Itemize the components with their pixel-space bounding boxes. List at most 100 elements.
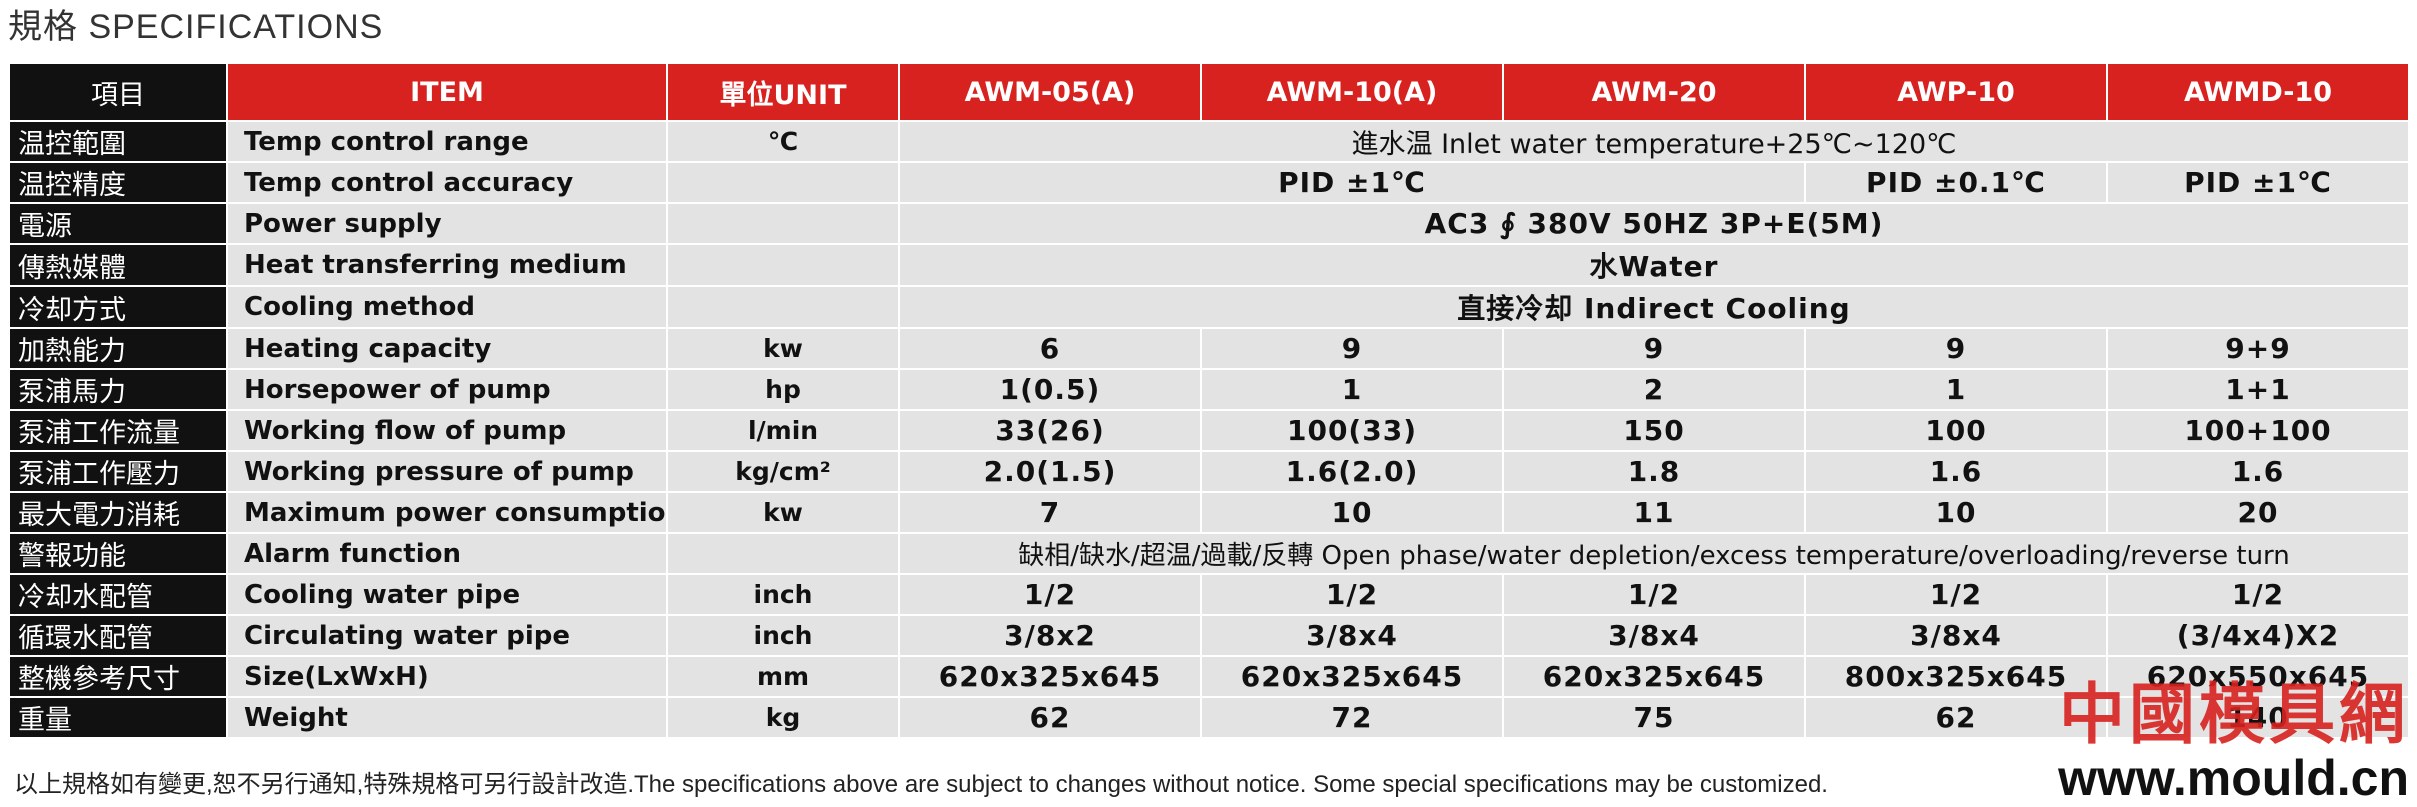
row-unit: kw bbox=[666, 327, 900, 370]
row-value: 20 bbox=[2106, 491, 2410, 534]
row-value: 1/2 bbox=[898, 573, 1202, 616]
row-value: 2.0(1.5) bbox=[898, 450, 1202, 493]
row-value: 1 bbox=[1804, 368, 2108, 411]
row-label-cn: 泵浦工作壓力 bbox=[8, 450, 228, 493]
row-label-en: Horsepower of pump bbox=[226, 368, 668, 411]
row-label-en: Temp control range bbox=[226, 120, 668, 163]
row-value: 100+100 bbox=[2106, 409, 2410, 452]
header-item-cn: 項目 bbox=[8, 62, 228, 122]
row-value: 72 bbox=[1200, 696, 1504, 739]
row-unit bbox=[666, 285, 900, 329]
row-label-en: Alarm function bbox=[226, 532, 668, 575]
row-value: 進水温 Inlet water temperature+25℃~120℃ bbox=[898, 120, 2410, 163]
header-model: AWM-05(A) bbox=[898, 62, 1202, 122]
row-value: 1/2 bbox=[2106, 573, 2410, 616]
row-value: 7 bbox=[898, 491, 1202, 534]
row-value: 10 bbox=[1200, 491, 1504, 534]
table-row: 電源 Power supply AC3 ∮ 380V 50HZ 3P+E(5M) bbox=[8, 202, 2410, 245]
page-title: 規格 SPECIFICATIONS bbox=[8, 8, 384, 46]
row-value: 9 bbox=[1804, 327, 2108, 370]
row-value: 11 bbox=[1502, 491, 1806, 534]
header-model: AWM-20 bbox=[1502, 62, 1806, 122]
row-value: 6 bbox=[898, 327, 1202, 370]
row-label-cn: 加熱能力 bbox=[8, 327, 228, 370]
row-value: PID ±0.1℃ bbox=[1804, 161, 2108, 204]
table-row: 冷却水配管 Cooling water pipe inch 1/2 1/2 1/… bbox=[8, 573, 2410, 616]
row-label-cn: 循環水配管 bbox=[8, 614, 228, 657]
header-item-en: ITEM bbox=[226, 62, 668, 122]
row-value: 3/8x4 bbox=[1804, 614, 2108, 657]
row-value: (3/4x4)X2 bbox=[2106, 614, 2410, 657]
row-label-cn: 泵浦工作流量 bbox=[8, 409, 228, 452]
row-unit: kg bbox=[666, 696, 900, 739]
row-label-en: Cooling water pipe bbox=[226, 573, 668, 616]
row-label-cn: 泵浦馬力 bbox=[8, 368, 228, 411]
row-value: 140 bbox=[2106, 696, 2410, 739]
row-value: 1.8 bbox=[1502, 450, 1806, 493]
row-value: 62 bbox=[898, 696, 1202, 739]
row-value: 10 bbox=[1804, 491, 2108, 534]
row-value: 33(26) bbox=[898, 409, 1202, 452]
row-label-cn: 傳熱媒體 bbox=[8, 243, 228, 287]
row-value: 75 bbox=[1502, 696, 1806, 739]
watermark: 中國模具網 www.mould.cn bbox=[1989, 676, 2409, 807]
row-value: 100 bbox=[1804, 409, 2108, 452]
row-value: 800x325x645 bbox=[1804, 655, 2108, 698]
header-row: 項目 ITEM 單位UNIT AWM-05(A) AWM-10(A) AWM-2… bbox=[8, 62, 2410, 122]
row-unit bbox=[666, 202, 900, 245]
row-label-en: Maximum power consumption bbox=[226, 491, 668, 534]
row-value: 3/8x4 bbox=[1200, 614, 1504, 657]
row-value: 1(0.5) bbox=[898, 368, 1202, 411]
row-value: 3/8x4 bbox=[1502, 614, 1806, 657]
row-value: PID ±1℃ bbox=[2106, 161, 2410, 204]
table-row: 泵浦馬力 Horsepower of pump hp 1(0.5) 1 2 1 … bbox=[8, 368, 2410, 411]
row-value: 1/2 bbox=[1804, 573, 2108, 616]
row-unit bbox=[666, 161, 900, 204]
row-value: 水Water bbox=[898, 243, 2410, 287]
row-value: 1.6 bbox=[1804, 450, 2108, 493]
header-model: AWP-10 bbox=[1804, 62, 2108, 122]
table-row: 重量 Weight kg 62 72 75 62 140 bbox=[8, 696, 2410, 739]
row-label-cn: 警報功能 bbox=[8, 532, 228, 575]
row-unit: kg/cm² bbox=[666, 450, 900, 493]
row-value: 100(33) bbox=[1200, 409, 1504, 452]
row-label-cn: 整機參考尺寸 bbox=[8, 655, 228, 698]
row-label-cn: 電源 bbox=[8, 202, 228, 245]
row-unit: inch bbox=[666, 573, 900, 616]
row-unit: ℃ bbox=[666, 120, 900, 163]
row-value: 缺相/缺水/超温/過載/反轉 Open phase/water depletio… bbox=[898, 532, 2410, 575]
row-value: 1/2 bbox=[1200, 573, 1504, 616]
table-row: 循環水配管 Circulating water pipe inch 3/8x2 … bbox=[8, 614, 2410, 657]
row-label-en: Working pressure of pump bbox=[226, 450, 668, 493]
row-value: 直接冷却 Indirect Cooling bbox=[898, 285, 2410, 329]
row-label-en: Heat transferring medium bbox=[226, 243, 668, 287]
table-row: 整機參考尺寸 Size(LxWxH) mm 620x325x645 620x32… bbox=[8, 655, 2410, 698]
row-value: 1 bbox=[1200, 368, 1504, 411]
header-unit: 單位UNIT bbox=[666, 62, 900, 122]
row-label-en: Power supply bbox=[226, 202, 668, 245]
row-label-en: Circulating water pipe bbox=[226, 614, 668, 657]
row-value: 620x325x645 bbox=[1200, 655, 1504, 698]
table-row: 最大電力消耗 Maximum power consumption kw 7 10… bbox=[8, 491, 2410, 534]
watermark-logo-text: 中國模具網 bbox=[2059, 676, 2409, 753]
row-value: 1.6 bbox=[2106, 450, 2410, 493]
row-value: 1.6(2.0) bbox=[1200, 450, 1504, 493]
row-unit: hp bbox=[666, 368, 900, 411]
row-label-cn: 冷却方式 bbox=[8, 285, 228, 329]
row-label-en: Size(LxWxH) bbox=[226, 655, 668, 698]
row-unit: l/min bbox=[666, 409, 900, 452]
table-row: 温控精度 Temp control accuracy PID ±1℃ PID ±… bbox=[8, 161, 2410, 204]
row-unit: inch bbox=[666, 614, 900, 657]
row-value: 62 bbox=[1804, 696, 2108, 739]
row-value: 150 bbox=[1502, 409, 1806, 452]
row-label-cn: 最大電力消耗 bbox=[8, 491, 228, 534]
row-value: 9 bbox=[1502, 327, 1806, 370]
row-value: 1/2 bbox=[1502, 573, 1806, 616]
row-label-cn: 冷却水配管 bbox=[8, 573, 228, 616]
table-row: 加熱能力 Heating capacity kw 6 9 9 9 9+9 bbox=[8, 327, 2410, 370]
table-row: 泵浦工作壓力 Working pressure of pump kg/cm² 2… bbox=[8, 450, 2410, 493]
row-unit bbox=[666, 243, 900, 287]
row-label-en: Temp control accuracy bbox=[226, 161, 668, 204]
row-unit bbox=[666, 532, 900, 575]
row-label-cn: 温控範圍 bbox=[8, 120, 228, 163]
